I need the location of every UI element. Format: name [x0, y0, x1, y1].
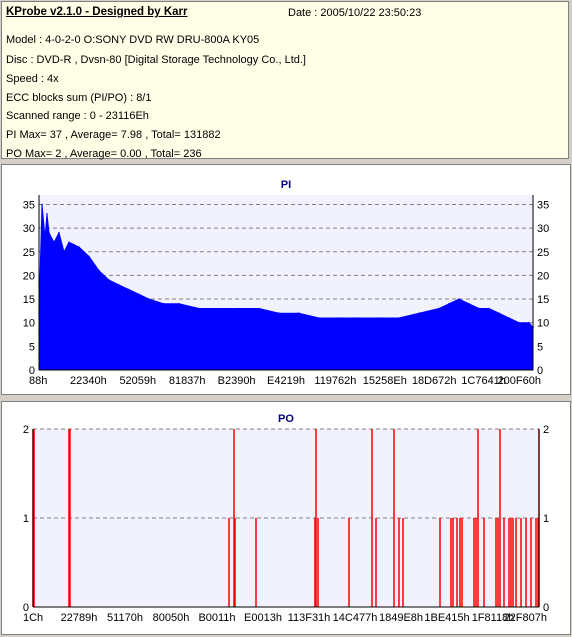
- pi-data-point: [448, 303, 450, 305]
- pi-data-point: [46, 213, 48, 215]
- x-tick-label: 1Ch: [23, 612, 43, 624]
- pi-data-point: [163, 303, 165, 305]
- y-tick-label-right: 5: [537, 341, 543, 353]
- pi-data-point: [41, 204, 43, 206]
- scan-date: Date : 2005/10/22 23:50:23: [288, 7, 421, 19]
- pi-data-point: [518, 322, 520, 324]
- po-chart: PO 0 0 1 1 2 2 1Ch 22789h 51170h 80050h B0011h E0013…: [2, 402, 570, 634]
- pi-data-point: [458, 298, 460, 300]
- pi-data-point: [318, 317, 320, 319]
- pi-chart: PI 0 0 5 5 10 10 15 15 20 20 25 25 30 30 35 35 88h 22340h 5…: [2, 165, 570, 394]
- x-tick-label: 88h: [29, 375, 47, 387]
- x-tick-label: 81837h: [169, 375, 206, 387]
- y-tick-label-right: 1: [543, 513, 549, 525]
- x-tick-label: 1BE415h: [424, 612, 469, 624]
- pi-data-point: [238, 308, 240, 310]
- x-tick-label: B2390h: [218, 375, 256, 387]
- scan-speed: Speed : 4x: [6, 73, 59, 85]
- y-tick-label-left: 1: [23, 513, 29, 525]
- app-title: KProbe v2.1.0 - Designed by Karr: [6, 6, 188, 18]
- x-tick-label: 22F807h: [504, 612, 547, 624]
- chart-title: PI: [281, 179, 291, 191]
- y-tick-label-left: 2: [23, 424, 29, 436]
- pi-data-point: [178, 303, 180, 305]
- pi-data-point: [48, 232, 50, 234]
- pi-data-point: [498, 312, 500, 314]
- pi-data-point: [298, 312, 300, 314]
- pi-data-point: [88, 256, 90, 258]
- pi-chart-panel: PI 0 0 5 5 10 10 15 15 20 20 25 25 30 30 35 35 88h 22340h 5…: [1, 164, 571, 395]
- y-tick-label-left: 5: [29, 341, 35, 353]
- x-tick-label: 18D672h: [412, 375, 457, 387]
- chart-title: PO: [278, 413, 294, 425]
- x-tick-label: 15258Eh: [363, 375, 407, 387]
- pi-data-point: [488, 308, 490, 310]
- x-tick-label: 1849E8h: [379, 612, 423, 624]
- pi-data-point: [508, 317, 510, 319]
- pi-data-point: [68, 242, 70, 244]
- ecc-blocks: ECC blocks sum (PI/PO) : 8/1: [6, 92, 151, 104]
- y-tick-label-left: 10: [23, 318, 35, 330]
- y-tick-label-right: 35: [537, 199, 549, 211]
- drive-model: Model : 4-0-2-0 O:SONY DVD RW DRU-800A K…: [6, 34, 259, 46]
- x-tick-label: 51170h: [107, 612, 143, 624]
- x-tick-label: 80050h: [153, 612, 190, 624]
- x-tick-label: 22340h: [70, 375, 107, 387]
- x-tick-label: E4219h: [267, 375, 305, 387]
- y-tick-label-right: 20: [537, 270, 549, 282]
- y-tick-label-right: 15: [537, 294, 549, 306]
- disc-info: Disc : DVD-R , Dvsn-80 [Digital Storage …: [6, 54, 306, 66]
- y-tick-label-left: 20: [23, 270, 35, 282]
- x-tick-label: 119762h: [314, 375, 356, 387]
- pi-data-point: [53, 242, 55, 244]
- pi-data-point: [398, 317, 400, 319]
- pi-data-point: [218, 308, 220, 310]
- pi-data-point: [63, 251, 65, 253]
- pi-data-point: [138, 294, 140, 296]
- y-tick-label-right: 25: [537, 247, 549, 259]
- pi-data-point: [278, 312, 280, 314]
- y-tick-label-right: 10: [537, 318, 549, 330]
- x-tick-label: 200F60h: [498, 375, 541, 387]
- y-tick-label-left: 35: [23, 199, 35, 211]
- pi-data-point: [58, 232, 60, 234]
- info-panel: KProbe v2.1.0 - Designed by Karr Date : …: [1, 1, 569, 159]
- pi-data-point: [78, 246, 80, 248]
- pi-data-point: [468, 303, 470, 305]
- x-tick-label: 52059h: [119, 375, 156, 387]
- pi-data-point: [148, 298, 150, 300]
- pi-data-point: [358, 317, 360, 319]
- y-tick-label-left: 15: [23, 294, 35, 306]
- pi-data-point: [128, 289, 130, 291]
- pi-data-point: [338, 317, 340, 319]
- po-chart-panel: PO 0 0 1 1 2 2 1Ch 22789h 51170h 80050h B0011h E0013…: [1, 401, 571, 635]
- y-tick-label-left: 25: [23, 247, 35, 259]
- y-tick-label-right: 2: [543, 424, 549, 436]
- x-tick-label: E0013h: [244, 612, 282, 624]
- pi-data-point: [418, 312, 420, 314]
- x-tick-label: 22789h: [61, 612, 98, 624]
- pi-data-point: [108, 279, 110, 281]
- x-tick-label: 113F31h: [288, 612, 331, 624]
- pi-data-point: [44, 237, 46, 239]
- x-tick-label: 14C477h: [333, 612, 378, 624]
- po-stats: PO Max= 2 , Average= 0.00 , Total= 236: [6, 148, 202, 160]
- pi-data-point: [438, 308, 440, 310]
- pi-data-point: [98, 270, 100, 272]
- x-tick-label: B0011h: [198, 612, 235, 624]
- pi-data-point: [378, 317, 380, 319]
- pi-data-point: [478, 308, 480, 310]
- pi-data-point: [118, 284, 120, 286]
- pi-stats: PI Max= 37 , Average= 7.98 , Total= 1318…: [6, 129, 221, 141]
- pi-data-point: [198, 308, 200, 310]
- pi-data-point: [528, 322, 530, 324]
- pi-data-point: [258, 308, 260, 310]
- scanned-range: Scanned range : 0 - 23116Eh: [6, 110, 149, 122]
- y-tick-label-left: 30: [23, 223, 35, 235]
- y-tick-label-right: 30: [537, 223, 549, 235]
